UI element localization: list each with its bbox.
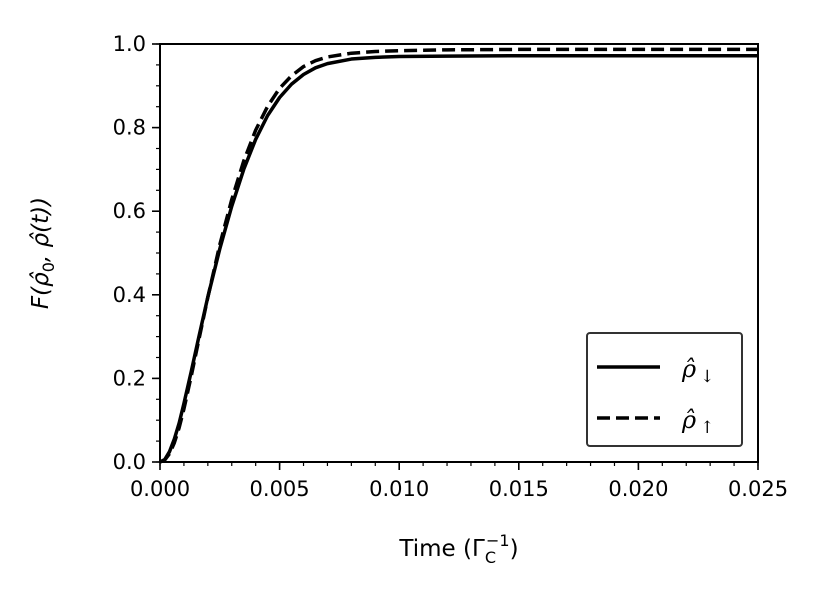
y-tick-label: 0.0 (113, 450, 146, 474)
y-tick-label: 0.2 (113, 366, 146, 390)
y-tick-label: 0.4 (113, 283, 146, 307)
legend-label-rho-up: ρ̂ ↑ (681, 406, 714, 438)
legend-label-rho-down: ρ̂ ↓ (681, 355, 714, 387)
legend: ρ̂ ↓ ρ̂ ↑ (586, 332, 743, 447)
series-layer (159, 47, 758, 464)
axes-frame (159, 43, 759, 463)
x-tick-label: 0.025 (728, 477, 788, 501)
ticks-layer: 0.000 0.005 0.010 0.015 0.020 0.025 0.0 0.2 0.4 0… (113, 32, 788, 501)
x-tick-label: 0.020 (608, 477, 668, 501)
x-tick-label: 0.015 (489, 477, 549, 501)
x-tick-label: 0.000 (130, 477, 190, 501)
y-tick-label: 0.6 (113, 199, 146, 223)
x-tick-label: 0.010 (369, 477, 429, 501)
x-axis-label: Time (ΓC−1) (398, 531, 518, 567)
series-line-rho-up (159, 47, 758, 464)
x-tick-label: 0.005 (250, 477, 310, 501)
legend-box (586, 332, 743, 447)
y-axis-label: F(ρ̂0, ρ̂(t)) (28, 197, 58, 309)
y-tick-label: 0.8 (113, 116, 146, 140)
y-tick-label: 1.0 (113, 32, 146, 56)
